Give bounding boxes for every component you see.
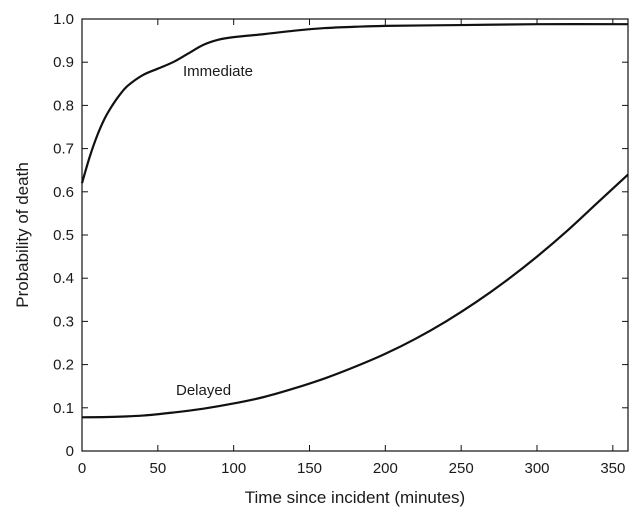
- y-tick-label: 0.7: [53, 141, 74, 158]
- tick-marks: [81, 18, 628, 452]
- series-label-immediate: Immediate: [183, 63, 253, 80]
- x-tick-label: 200: [373, 460, 398, 477]
- series-label-delayed: Delayed: [176, 382, 231, 399]
- series-lines: [80, 23, 629, 419]
- y-tick-label: 0.1: [53, 400, 74, 417]
- x-tick-label: 250: [449, 460, 474, 477]
- x-axis-label: Time since incident (minutes): [245, 488, 465, 507]
- tick-labels: 0 50 100 150 200 250 300 350 0 0.1 0.2 0.3 0.4 0.5 0.6…: [53, 11, 625, 477]
- series-line-immediate: [80, 23, 629, 184]
- y-tick-label: 0.6: [53, 184, 74, 201]
- y-tick-label: 0.3: [53, 313, 74, 330]
- y-tick-label: 0.8: [53, 97, 74, 114]
- x-tick-label: 300: [524, 460, 549, 477]
- y-tick-label: 0.9: [53, 54, 74, 71]
- series-line-delayed: [81, 173, 629, 419]
- y-axis-label: Probability of death: [13, 162, 32, 308]
- x-tick-label: 350: [600, 460, 625, 477]
- y-tick-label: 0.4: [53, 270, 74, 287]
- y-tick-label: 0.2: [53, 357, 74, 374]
- y-tick-label: 1.0: [53, 11, 74, 28]
- plot-frame: [81, 18, 629, 452]
- y-tick-label: 0.5: [53, 227, 74, 244]
- y-tick-label: 0: [66, 443, 74, 460]
- x-tick-label: 100: [221, 460, 246, 477]
- x-tick-label: 150: [297, 460, 322, 477]
- x-tick-label: 50: [149, 460, 166, 477]
- x-tick-label: 0: [78, 460, 86, 477]
